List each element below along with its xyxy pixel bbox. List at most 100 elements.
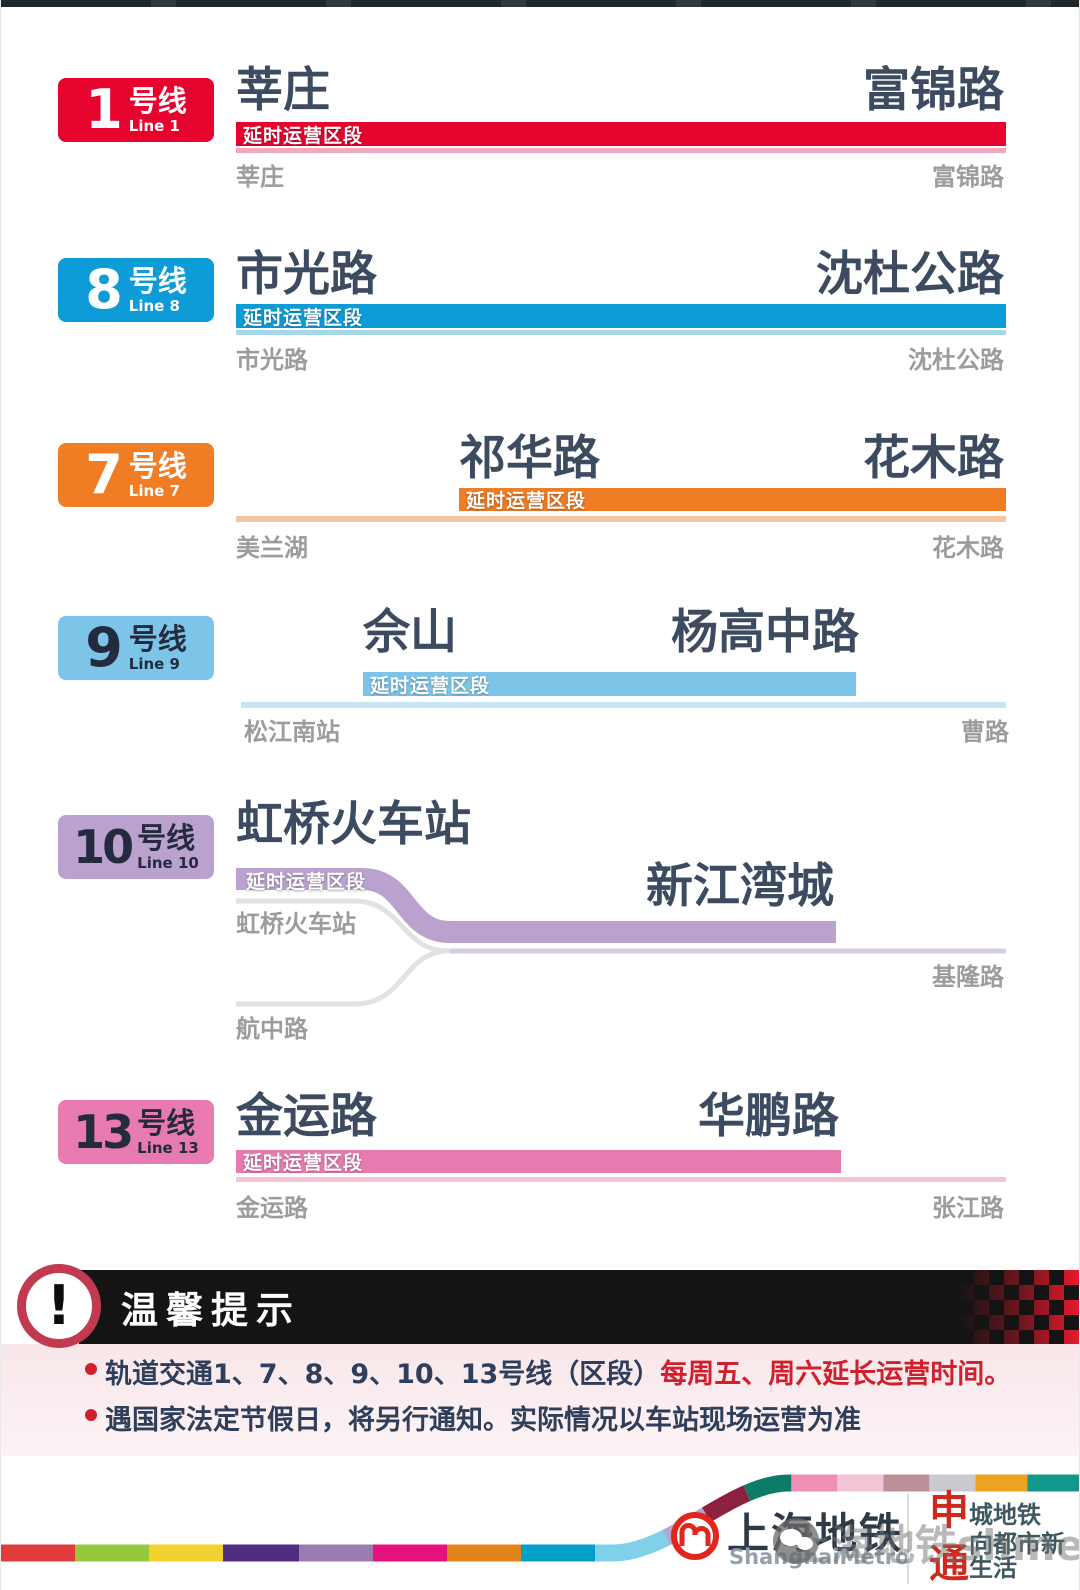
route-start-station: 市光路 xyxy=(236,346,308,374)
extended-section-label: 延时运营区段 xyxy=(466,490,587,512)
bullet-dot xyxy=(85,1409,97,1421)
footer-strip-segment xyxy=(1,1474,1079,1562)
line-name-en: Line 7 xyxy=(128,481,180,500)
line-name: 号线 Line 10 xyxy=(137,820,199,872)
line-name: 号线 Line 1 xyxy=(128,83,187,135)
route-start-station: 松江南站 xyxy=(244,718,340,746)
section-end-station: 新江湾城 xyxy=(646,859,834,914)
section-end-station: 花木路 xyxy=(863,431,1004,486)
tips-bullet-1-highlight: 每周五、周六延长运营时间。 xyxy=(660,1359,1012,1390)
tips-bullet-1: 轨道交通1、7、8、9、10、13号线（区段）每周五、周六延长运营时间。 xyxy=(85,1352,1011,1391)
shanghai-metro-logo-icon xyxy=(671,1512,719,1560)
line-suffix-cn: 号线 xyxy=(128,448,187,483)
extended-section-label: 延时运营区段 xyxy=(243,1152,364,1174)
extended-section-bar: 延时运营区段 xyxy=(236,122,1006,147)
line-suffix-cn: 号线 xyxy=(128,83,187,118)
line-suffix-cn: 号线 xyxy=(128,621,187,656)
slogan-accent-char: 申 xyxy=(929,1488,969,1534)
metro-logo-en: ShanghaiMetro xyxy=(729,1545,910,1569)
checker-pattern xyxy=(959,1270,1079,1344)
line-13-badge: 13 号线 Line 13 xyxy=(58,1100,214,1164)
route-end-station: 曹路 xyxy=(961,718,1009,746)
full-route-line xyxy=(241,702,1006,708)
line-name: 号线 Line 8 xyxy=(128,263,187,315)
full-route-line xyxy=(236,516,1006,522)
extended-section-bar: 延时运营区段 xyxy=(459,488,1006,512)
watermark-text: 上海地铁shmetro xyxy=(789,1521,1080,1570)
extended-section-label: 延时运营区段 xyxy=(243,124,364,147)
line-name-en: Line 10 xyxy=(137,853,199,872)
tips-title-bar: 温馨提示 xyxy=(79,1270,1079,1344)
line-number: 1 xyxy=(85,78,123,141)
line-suffix-cn: 号线 xyxy=(137,1105,196,1140)
line-suffix-cn: 号线 xyxy=(128,263,187,298)
line-name: 号线 Line 13 xyxy=(137,1105,199,1157)
top-dark-strip xyxy=(1,0,1079,7)
section-start-station: 佘山 xyxy=(363,605,457,660)
section-end-station: 富锦路 xyxy=(863,63,1004,118)
slogan-text: 城地铁 xyxy=(969,1501,1041,1529)
tips-bullet-2: 遇国家法定节假日，将另行通知。实际情况以车站现场运营为准 xyxy=(85,1398,861,1437)
tips-bullet-1-text: 轨道交通1、7、8、9、10、13号线（区段） xyxy=(105,1359,661,1390)
slogan-accent-char: 通 xyxy=(929,1541,969,1587)
route-start-station: 美兰湖 xyxy=(236,534,308,562)
wechat-icon xyxy=(773,1518,819,1564)
full-route-line xyxy=(236,330,1006,335)
route-end-station: 基隆路 xyxy=(932,963,1004,991)
section-start-station: 虹桥火车站 xyxy=(236,797,471,852)
line-number: 9 xyxy=(85,616,123,679)
line-name: 号线 Line 9 xyxy=(128,621,187,672)
line-number: 7 xyxy=(85,443,123,506)
line-number: 10 xyxy=(73,820,134,874)
line-name-en: Line 1 xyxy=(128,116,180,135)
line-name-en: Line 8 xyxy=(128,296,180,315)
route-end-station: 富锦路 xyxy=(932,163,1004,191)
branch-start-station: 航中路 xyxy=(236,1015,308,1043)
footer-divider xyxy=(907,1494,909,1584)
section-end-station: 杨高中路 xyxy=(671,605,859,660)
full-route-line xyxy=(236,148,1006,153)
section-end-station: 沈杜公路 xyxy=(816,247,1004,302)
tips-title: 温馨提示 xyxy=(121,1289,301,1332)
extended-section-label: 延时运营区段 xyxy=(246,871,367,893)
route-end-station: 花木路 xyxy=(932,534,1004,562)
line-8-badge: 8 号线 Line 8 xyxy=(58,258,214,322)
line-7-badge: 7 号线 Line 7 xyxy=(58,443,214,507)
alert-exclamation-icon: ! xyxy=(17,1264,101,1348)
line-10-branch-diagram xyxy=(236,868,1006,1007)
bullet-dot xyxy=(85,1363,97,1375)
line-suffix-cn: 号线 xyxy=(137,820,196,855)
route-end-station: 沈杜公路 xyxy=(908,346,1004,374)
line-name-en: Line 13 xyxy=(137,1138,199,1157)
extended-section-label: 延时运营区段 xyxy=(370,674,491,697)
route-start-station: 虹桥火车站 xyxy=(236,910,356,938)
line-10-badge: 10 号线 Line 10 xyxy=(58,815,214,879)
slogan-text: 向都市新生活 xyxy=(969,1530,1065,1582)
route-start-station: 莘庄 xyxy=(236,163,284,191)
extended-section-bar: 延时运营区段 xyxy=(363,672,856,697)
full-route-line xyxy=(236,1177,1006,1182)
branch-line-hongqiao xyxy=(236,898,449,954)
footer-strip-segment xyxy=(1,1474,1079,1562)
line-number: 13 xyxy=(73,1105,134,1159)
route-end-station: 张江路 xyxy=(932,1194,1004,1222)
tips-background xyxy=(1,1344,1079,1456)
line-number: 8 xyxy=(85,258,123,321)
section-start-station: 市光路 xyxy=(236,247,377,302)
section-end-station: 华鹏路 xyxy=(698,1089,839,1144)
extended-section-band xyxy=(236,868,836,943)
section-start-station: 莘庄 xyxy=(236,63,330,118)
section-start-station: 祁华路 xyxy=(459,431,600,486)
line-9-badge: 9 号线 Line 9 xyxy=(58,616,214,680)
footer-slogan: 申 城地铁 通 向都市新生活 xyxy=(929,1488,1079,1587)
extended-section-bar: 延时运营区段 xyxy=(236,304,1006,329)
extended-section-label: 延时运营区段 xyxy=(243,306,364,329)
branch-line-hangzhonglu xyxy=(236,948,451,1007)
extended-section-bar: 延时运营区段 xyxy=(236,1150,841,1174)
line-1-badge: 1 号线 Line 1 xyxy=(58,78,214,142)
line-name: 号线 Line 7 xyxy=(128,448,187,500)
tips-bullet-2-text: 遇国家法定节假日，将另行通知。实际情况以车站现场运营为准 xyxy=(105,1405,861,1436)
section-start-station: 金运路 xyxy=(236,1089,377,1144)
route-start-station: 金运路 xyxy=(236,1194,308,1222)
